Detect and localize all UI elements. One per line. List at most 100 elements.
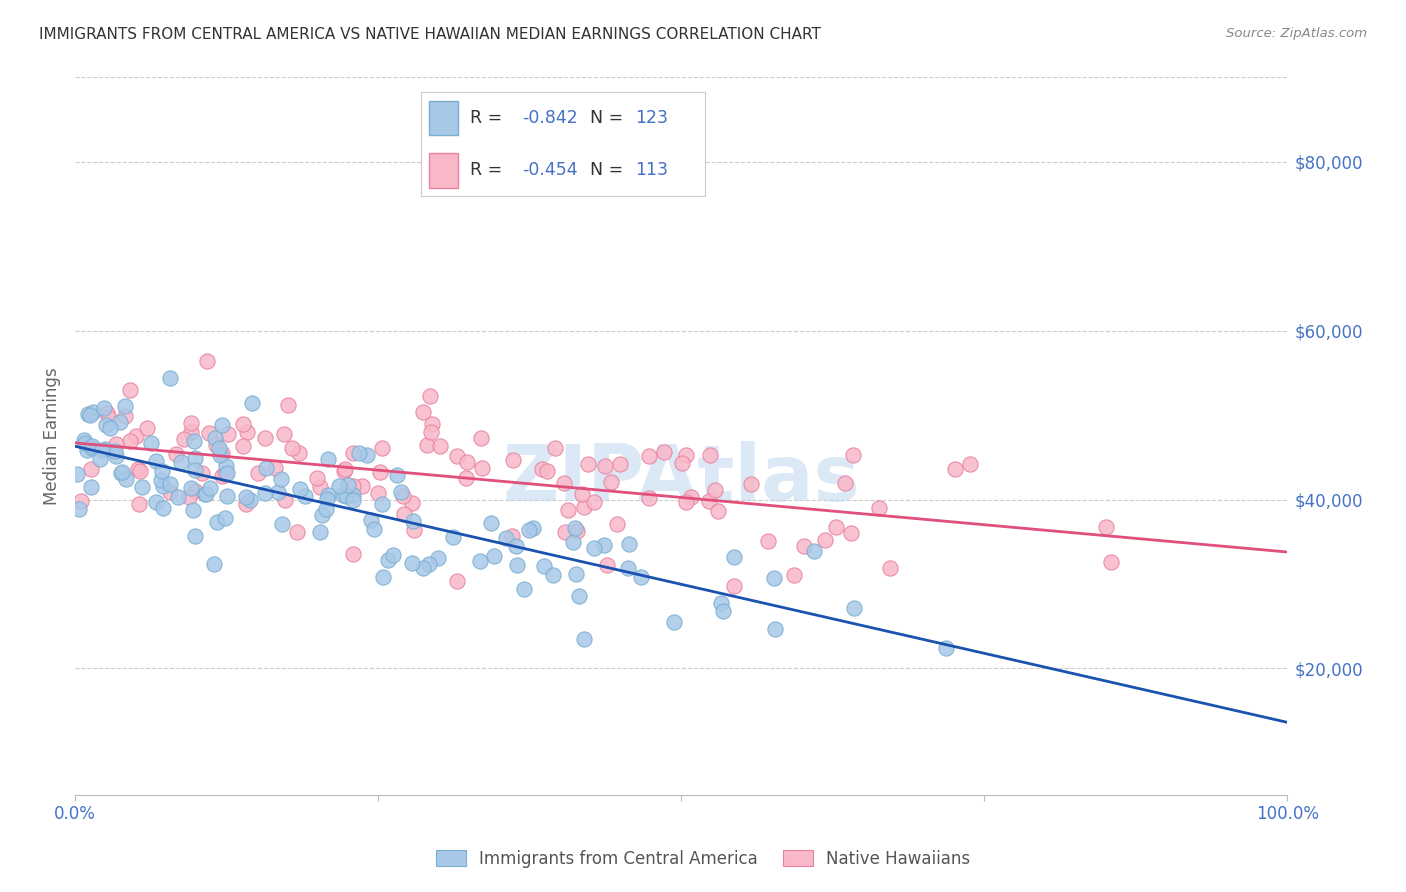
Point — [762, 571, 785, 585]
Point — [740, 477, 762, 491]
Point — [879, 560, 901, 574]
Point — [73, 434, 96, 448]
Point — [402, 514, 425, 528]
Point — [208, 448, 231, 462]
Point — [232, 417, 254, 431]
Point — [183, 451, 205, 466]
Point — [67, 502, 90, 516]
Point — [217, 489, 239, 503]
Point — [165, 448, 187, 462]
Point — [336, 477, 359, 491]
Point — [131, 480, 153, 494]
Point — [583, 495, 606, 509]
Point — [198, 426, 221, 441]
Point — [98, 421, 121, 435]
Point — [342, 492, 364, 507]
Point — [170, 455, 193, 469]
Point — [711, 604, 734, 618]
Point — [93, 401, 115, 416]
Point — [150, 473, 173, 487]
Point — [207, 515, 229, 529]
Point — [420, 417, 443, 431]
Point — [217, 426, 239, 441]
Point — [195, 487, 218, 501]
Point — [128, 497, 150, 511]
Point — [842, 448, 865, 462]
Point — [793, 539, 815, 553]
Point — [681, 490, 703, 504]
Point — [596, 558, 619, 572]
Point — [80, 480, 103, 494]
Point — [609, 457, 631, 471]
Point — [236, 425, 259, 440]
Point — [342, 547, 364, 561]
Point — [470, 432, 492, 446]
Point — [125, 429, 148, 443]
Text: IMMIGRANTS FROM CENTRAL AMERICA VS NATIVE HAWAIIAN MEDIAN EARNINGS CORRELATION C: IMMIGRANTS FROM CENTRAL AMERICA VS NATIV… — [39, 27, 821, 42]
Point — [145, 495, 167, 509]
Point — [637, 491, 659, 505]
Point — [333, 462, 356, 476]
Legend: Immigrants from Central America, Native Hawaiians: Immigrants from Central America, Native … — [429, 844, 977, 875]
Point — [184, 529, 207, 543]
Point — [419, 425, 441, 440]
Point — [139, 436, 162, 450]
Point — [844, 601, 866, 615]
Point — [180, 481, 202, 495]
Point — [77, 407, 100, 421]
Point — [630, 569, 652, 583]
Point — [723, 579, 745, 593]
Point — [783, 568, 806, 582]
Point — [571, 487, 593, 501]
Point — [316, 491, 339, 506]
Point — [368, 465, 391, 479]
Point — [723, 550, 745, 565]
Point — [592, 538, 614, 552]
Point — [565, 524, 588, 539]
Point — [839, 525, 862, 540]
Point — [814, 533, 837, 547]
Point — [675, 495, 697, 509]
Point — [935, 641, 957, 656]
Point — [110, 466, 132, 480]
Point — [553, 475, 575, 490]
Point — [699, 449, 721, 463]
Point — [211, 445, 233, 459]
Point — [281, 441, 304, 455]
Point — [167, 490, 190, 504]
Point — [675, 448, 697, 462]
Point — [574, 632, 596, 647]
Point — [617, 537, 640, 551]
Point — [360, 512, 382, 526]
Point — [456, 455, 478, 469]
Point — [311, 508, 333, 523]
Point — [536, 464, 558, 478]
Point — [606, 517, 628, 532]
Point — [381, 548, 404, 562]
Point — [159, 477, 181, 491]
Point — [446, 574, 468, 589]
Point — [80, 439, 103, 453]
Point — [868, 500, 890, 515]
Point — [429, 439, 451, 453]
Point — [652, 444, 675, 458]
Point — [332, 464, 354, 478]
Point — [593, 459, 616, 474]
Point — [267, 485, 290, 500]
Point — [517, 523, 540, 537]
Point — [159, 485, 181, 500]
Point — [756, 533, 779, 548]
Point — [80, 442, 103, 456]
Point — [943, 462, 966, 476]
Point — [173, 432, 195, 446]
Point — [76, 443, 98, 458]
Point — [367, 485, 389, 500]
Point — [671, 456, 693, 470]
Point — [273, 427, 295, 442]
Point — [118, 383, 141, 397]
Point — [342, 488, 364, 502]
Point — [94, 442, 117, 456]
Point — [254, 431, 277, 445]
Point — [554, 524, 576, 539]
Point — [389, 485, 412, 500]
